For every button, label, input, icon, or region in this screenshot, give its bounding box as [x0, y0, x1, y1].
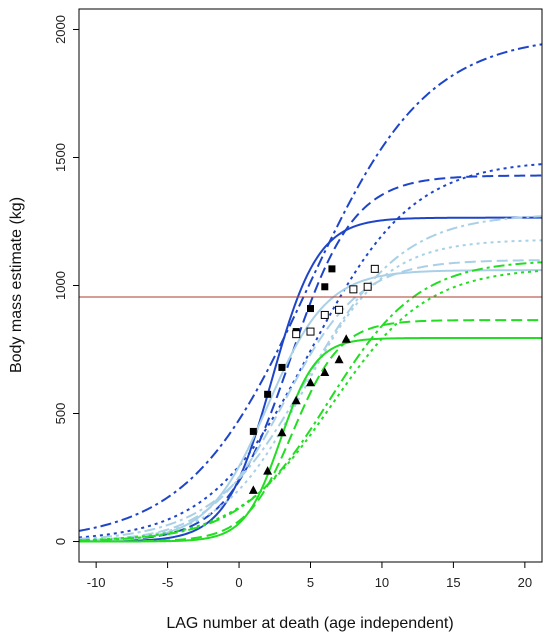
- open-square-point: [320, 310, 329, 319]
- y-tick-label: 1500: [53, 143, 68, 172]
- open-square-point: [370, 264, 379, 273]
- open-square-point: [349, 285, 358, 294]
- y-tick-label: 0: [53, 538, 68, 545]
- y-axis: 0 500 1000 1500 2000: [53, 15, 79, 545]
- curves-layer: [79, 43, 542, 543]
- open-square-point: [363, 282, 372, 291]
- y-tick-label: 2000: [53, 15, 68, 44]
- y-tick-label: 1000: [53, 271, 68, 300]
- y-axis-title: Body mass estimate (kg): [8, 197, 25, 373]
- x-tick-label: 15: [446, 575, 460, 590]
- light-dotted-curve: [79, 239, 542, 542]
- x-axis: -10 -5 0 5 10 15 20: [87, 562, 532, 590]
- x-tick-label: -5: [162, 575, 174, 590]
- plot-frame: [78, 8, 543, 563]
- green-dashed-curve: [79, 319, 542, 543]
- open-square-point: [306, 327, 315, 336]
- triangle-point: [248, 485, 258, 494]
- triangle-point: [277, 427, 287, 437]
- triangle-point: [341, 334, 351, 343]
- dark-dotted-curve: [79, 163, 542, 539]
- filled-square-point: [264, 390, 272, 398]
- x-axis-title: LAG number at death (age independent): [166, 615, 453, 632]
- dark-dashed-curve: [79, 174, 542, 543]
- filled-square-point: [321, 283, 329, 291]
- x-tick-label: 10: [375, 575, 389, 590]
- x-tick-label: 5: [307, 575, 314, 590]
- green-solid-curve: [79, 336, 542, 543]
- triangle-point: [320, 367, 330, 377]
- markers-layer: [248, 264, 379, 494]
- light-dashed-curve: [79, 259, 542, 542]
- dark-solid-curve: [79, 216, 542, 543]
- x-tick-label: 0: [235, 575, 242, 590]
- y-tick-label: 500: [53, 403, 68, 425]
- triangle-point: [334, 354, 344, 364]
- open-square-point: [335, 305, 344, 314]
- open-square-point: [292, 330, 301, 339]
- filled-square-point: [278, 363, 286, 371]
- dark-dashdot-curve: [79, 43, 542, 532]
- green-dashdot-curve: [79, 261, 542, 542]
- x-tick-label: -10: [87, 575, 106, 590]
- triangle-point: [306, 377, 315, 387]
- triangle-point: [291, 395, 301, 405]
- filled-square-point: [249, 427, 257, 435]
- x-tick-label: 20: [518, 575, 532, 590]
- light-dashdot-curve: [79, 215, 542, 540]
- triangle-point: [263, 466, 273, 475]
- filled-square-point: [328, 265, 336, 273]
- green-dotted-curve: [79, 269, 542, 542]
- filled-square-point: [307, 305, 314, 313]
